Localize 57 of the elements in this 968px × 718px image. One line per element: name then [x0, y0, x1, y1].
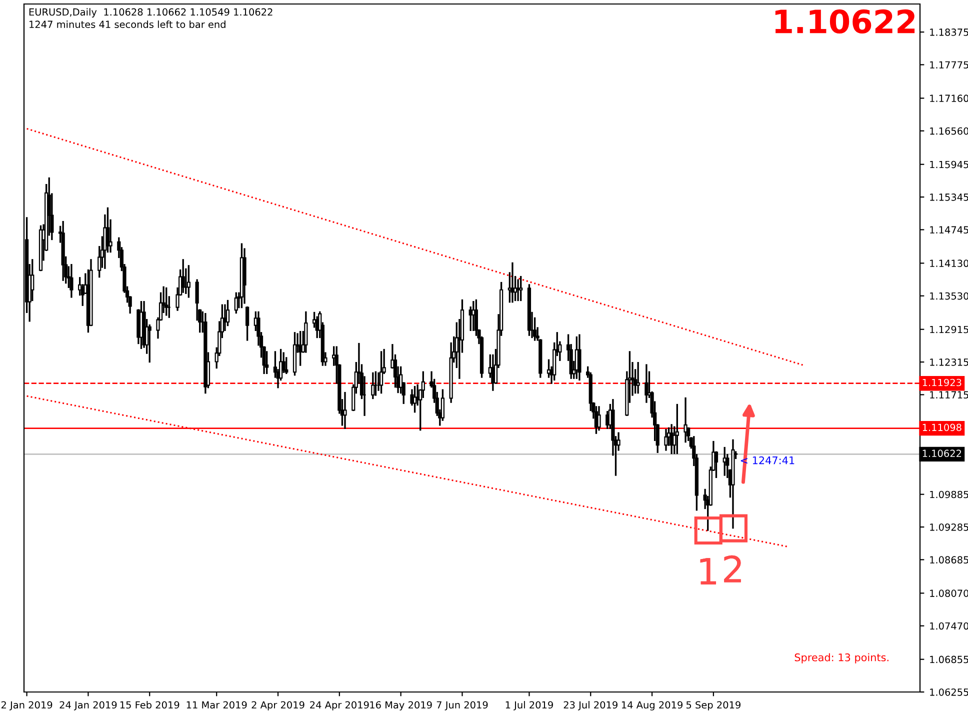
annotation: 1 — [700, 558, 716, 584]
candlestick — [684, 397, 688, 443]
ref-line-label: 1.10622 — [922, 450, 962, 458]
x-tick-label: 11 Mar 2019 — [186, 701, 247, 709]
candlestick — [597, 406, 601, 431]
y-tick-label: 1.06855 — [930, 656, 968, 664]
candlestick — [519, 276, 523, 302]
candlestick — [379, 351, 384, 394]
y-tick-label: 1.09285 — [930, 523, 968, 531]
candlestick — [644, 364, 648, 403]
y-tick-label: 1.06255 — [930, 688, 968, 696]
y-tick-label: 1.11715 — [930, 391, 968, 399]
annotation: < 1247:41 — [740, 456, 794, 464]
candlestick — [234, 292, 238, 314]
x-tick-label: 24 Apr 2019 — [310, 701, 369, 710]
text: 1247 minutes 41 seconds left to bar end — [30, 20, 226, 28]
chart-title: EURUSD,Daily 1.10628 1.10662 1.10549 1.10622 — [29, 8, 272, 18]
annotation: 1.10622 — [775, 9, 915, 34]
y-tick-label: 1.15945 — [930, 160, 968, 168]
x-tick-label: 5 Sep 2019 — [686, 701, 740, 710]
candlestick — [371, 372, 375, 400]
candlestick — [474, 299, 478, 336]
x-tick-label: 24 Jan 2019 — [60, 701, 117, 710]
y-tick-label: 1.18375 — [930, 28, 968, 36]
candlestick — [343, 392, 347, 430]
candlestick — [516, 279, 520, 302]
y-tick-label: 1.15345 — [930, 194, 968, 201]
ref-line-label: 1.11098 — [922, 424, 962, 432]
candlestick — [181, 259, 185, 293]
x-tick-label: 16 May 2019 — [370, 701, 432, 710]
annotation: 2 — [724, 555, 741, 582]
y-tick-label: 1.12315 — [930, 358, 968, 366]
candlestick — [70, 264, 74, 298]
y-tick-label: 1.08685 — [930, 556, 968, 564]
candlestick — [636, 362, 640, 394]
candlestick — [578, 334, 582, 381]
candlestick — [412, 386, 417, 413]
x-tick-label: 14 Aug 2019 — [622, 701, 682, 710]
candlestick — [664, 428, 668, 451]
y-tick-label: 1.17775 — [930, 61, 968, 69]
candlestick — [186, 265, 190, 298]
x-tick-label: 7 Jun 2019 — [436, 701, 488, 710]
candlestick — [675, 404, 679, 454]
candlestick — [245, 306, 250, 341]
x-tick-label: 2 Jan 2019 — [1, 701, 52, 710]
candlestick — [164, 287, 168, 316]
x-tick-label: 15 Feb 2019 — [120, 701, 180, 709]
x-tick-label: 1 Jul 2019 — [506, 701, 553, 710]
y-tick-label: 1.09885 — [930, 490, 968, 498]
candlestick — [510, 262, 514, 303]
y-tick-label: 1.14745 — [930, 226, 968, 234]
x-tick-label: 23 Jul 2019 — [564, 701, 618, 710]
annotation: Spread: 13 points. — [794, 653, 888, 664]
candlestick — [304, 311, 308, 353]
ref-line-label: 1.11923 — [922, 378, 962, 386]
y-tick-label: 1.12915 — [930, 326, 968, 334]
x-tick-label: 2 Apr 2019 — [252, 701, 304, 710]
